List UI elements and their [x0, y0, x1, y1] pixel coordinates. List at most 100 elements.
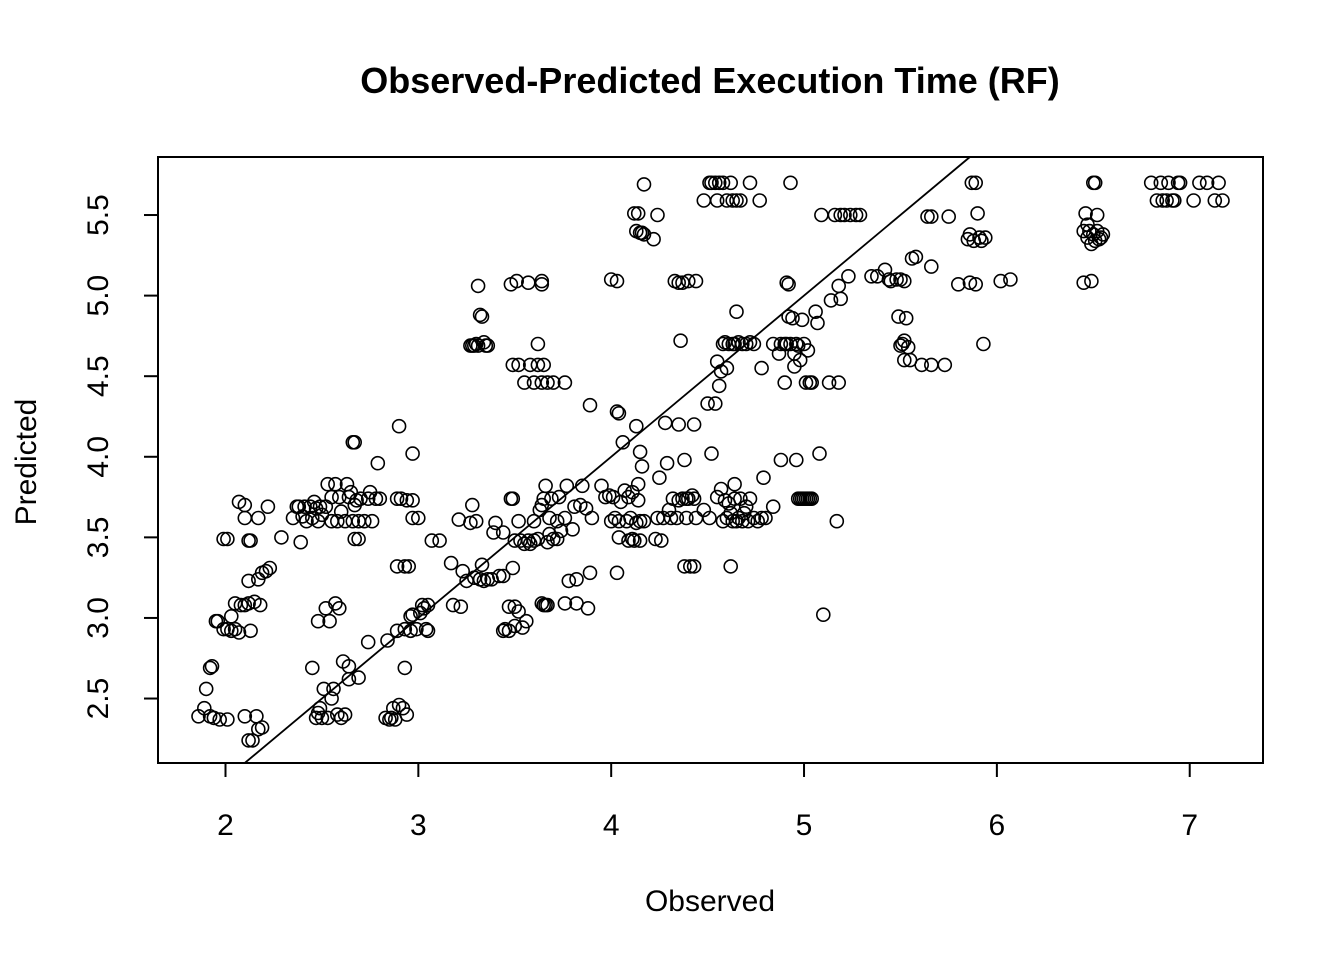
data-point [241, 596, 256, 611]
data-point [326, 681, 341, 697]
data-point [391, 697, 407, 713]
data-point [580, 600, 596, 616]
data-point [677, 452, 692, 468]
data-point [397, 621, 413, 637]
data-point [220, 712, 235, 727]
data-point [937, 357, 953, 373]
data-point [680, 273, 696, 289]
data-point [540, 375, 555, 390]
data-point [889, 272, 904, 287]
chart-title: Observed-Predicted Execution Time (RF) [360, 60, 1060, 101]
data-point [530, 357, 546, 373]
data-point [553, 523, 569, 539]
data-point [233, 597, 249, 613]
data-point [333, 504, 349, 519]
data-point [1167, 193, 1182, 208]
data-point [551, 489, 567, 505]
data-point [686, 559, 702, 574]
data-point [729, 513, 744, 529]
data-point [779, 275, 795, 291]
data-point [245, 733, 260, 748]
x-tick-label: 2 [217, 809, 234, 842]
data-point [364, 513, 380, 529]
data-point [1149, 193, 1165, 208]
data-point [605, 489, 621, 505]
data-point [542, 510, 557, 526]
data-point [468, 336, 484, 352]
data-point [410, 510, 426, 526]
data-point [727, 476, 742, 492]
data-point [320, 476, 336, 492]
data-point [312, 499, 328, 515]
data-point [351, 670, 366, 685]
data-point [920, 209, 935, 224]
data-point [231, 625, 247, 640]
data-point [700, 396, 715, 411]
data-point [962, 275, 978, 291]
data-point [626, 206, 642, 221]
data-point [976, 336, 991, 352]
data-point [630, 476, 646, 492]
y-tick-label: 2.5 [82, 678, 115, 720]
data-point [746, 510, 762, 526]
data-point [345, 513, 361, 529]
data-point [474, 309, 490, 324]
data-point [634, 459, 650, 474]
data-point [829, 513, 845, 529]
data-point [626, 533, 642, 548]
data-point [621, 489, 636, 505]
data-points [191, 175, 1230, 748]
data-point [823, 293, 839, 308]
data-point [418, 621, 434, 637]
data-point [653, 533, 669, 548]
data-point [742, 491, 758, 507]
data-point [686, 491, 702, 507]
data-point [754, 510, 769, 526]
data-point [302, 499, 318, 515]
data-point [923, 259, 939, 274]
data-point [391, 418, 407, 434]
data-point [262, 560, 278, 576]
data-point [941, 209, 957, 224]
data-point [827, 207, 843, 223]
data-point [632, 444, 648, 460]
data-point [310, 613, 326, 629]
data-point [742, 175, 758, 191]
data-point [559, 478, 575, 494]
identity-reference-line [244, 156, 971, 764]
data-point [520, 533, 536, 548]
data-point [1078, 206, 1093, 221]
data-point [356, 513, 372, 529]
y-tick-label: 4.0 [82, 436, 115, 478]
data-point [420, 623, 436, 639]
data-point [341, 671, 357, 687]
data-point [538, 478, 553, 494]
data-point [719, 360, 735, 376]
data-point [517, 536, 532, 552]
data-point [715, 175, 731, 191]
data-point [896, 352, 912, 368]
data-point [808, 304, 823, 320]
data-point [783, 175, 798, 191]
data-point [750, 513, 766, 529]
data-point [734, 336, 750, 352]
data-point [663, 510, 679, 526]
data-point [1076, 275, 1091, 291]
data-point [243, 533, 258, 548]
data-point [409, 621, 424, 637]
data-point [630, 492, 646, 508]
data-point [1003, 272, 1018, 287]
data-point [1207, 193, 1223, 208]
y-axis-ticks: 2.5 3.0 3.5 4.0 4.5 5.0 5.5 [82, 194, 158, 719]
data-point [337, 707, 353, 722]
data-point [480, 338, 496, 353]
data-point [491, 568, 507, 584]
data-point [1153, 175, 1169, 191]
x-tick-label: 5 [796, 809, 813, 842]
data-point [518, 613, 534, 629]
data-point [526, 375, 542, 390]
x-tick-label: 7 [1181, 809, 1198, 842]
data-point [837, 207, 852, 223]
data-point [401, 559, 417, 574]
data-point [1215, 193, 1230, 208]
